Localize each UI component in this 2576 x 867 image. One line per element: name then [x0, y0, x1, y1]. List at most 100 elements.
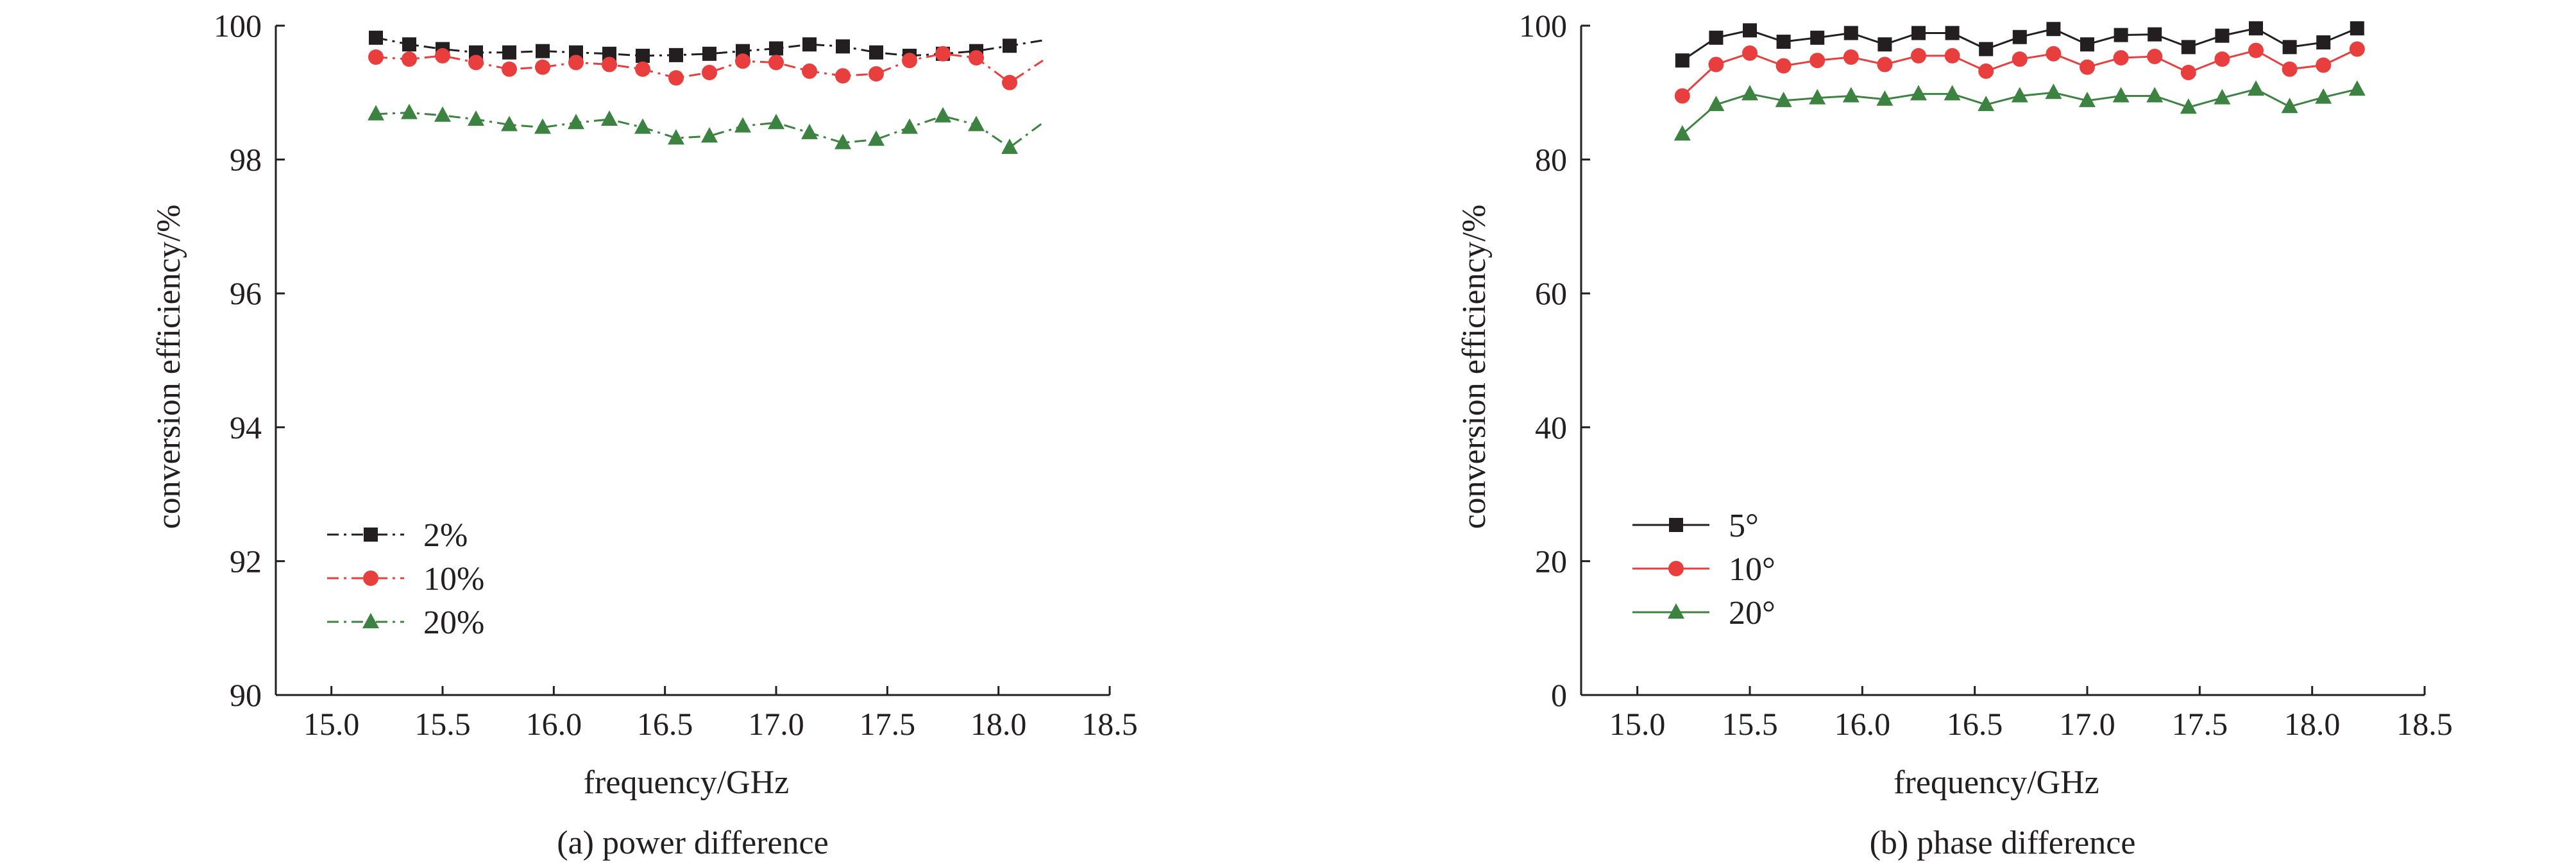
data-point: [1742, 45, 1758, 61]
y-axis-label: conversion efficiency/%: [151, 205, 187, 529]
chart-caption: (a) power difference: [557, 825, 828, 861]
x-tick-label: 16.0: [526, 706, 582, 742]
data-point: [2146, 87, 2164, 103]
data-point: [402, 37, 416, 52]
data-point: [369, 30, 383, 45]
data-point: [2282, 61, 2298, 77]
data-point: [1003, 39, 1017, 53]
data-point: [668, 129, 684, 145]
data-point: [2350, 21, 2364, 36]
legend-label: 10%: [423, 561, 484, 597]
series-3: [368, 103, 1044, 154]
data-point: [535, 59, 550, 75]
series-1: [1675, 21, 2364, 68]
data-point: [468, 55, 484, 71]
x-tick-label: 17.0: [2059, 706, 2115, 742]
data-point: [702, 46, 716, 61]
y-tick-label: 100: [1519, 8, 1567, 44]
y-tick-label: 92: [230, 543, 262, 579]
y-tick-label: 100: [214, 8, 262, 44]
data-point: [1910, 85, 1927, 101]
data-point: [1776, 35, 1791, 49]
data-point: [402, 51, 417, 67]
y-tick-label: 94: [230, 409, 262, 445]
data-point: [368, 105, 384, 121]
data-point: [835, 133, 851, 150]
x-tick-label: 18.0: [970, 706, 1027, 742]
data-point: [2045, 83, 2062, 99]
data-point: [2215, 28, 2230, 43]
x-axis-label: frequency/GHz: [584, 764, 790, 801]
data-point: [1674, 124, 1691, 141]
series-3: [1674, 80, 2366, 141]
data-point: [769, 41, 783, 56]
data-point: [534, 118, 551, 134]
data-point: [1809, 53, 1826, 69]
data-point: [2147, 48, 2163, 64]
data-point: [602, 46, 616, 61]
data-point: [1877, 37, 1892, 52]
chart-panel-1: 15.0 15.5 16.0 16.5 17.0 17.5 18.0 18.5 90 92 94 96…: [151, 8, 1138, 861]
legend-marker: [362, 613, 379, 628]
data-point: [2248, 42, 2264, 58]
data-point: [1810, 30, 1825, 45]
data-point: [2316, 35, 2331, 50]
data-point: [1709, 30, 1724, 45]
data-point: [635, 61, 650, 77]
data-point: [802, 63, 817, 79]
data-point: [801, 123, 818, 139]
data-point: [935, 46, 951, 62]
x-tick-label: 15.0: [303, 706, 360, 742]
data-point: [2214, 51, 2230, 67]
legend-marker: [363, 571, 378, 586]
y-tick-label: 80: [1535, 142, 1567, 178]
data-point: [2114, 28, 2128, 42]
data-point: [634, 118, 651, 134]
data-point: [2011, 87, 2028, 103]
x-tick-label: 16.5: [637, 706, 693, 742]
data-point: [501, 116, 518, 132]
data-point: [869, 66, 884, 82]
data-point: [969, 50, 984, 66]
x-axis-label: frequency/GHz: [1894, 764, 2099, 801]
x-tick-label: 15.0: [1609, 706, 1666, 742]
series-line: [375, 112, 1044, 149]
data-point: [1876, 90, 1894, 106]
data-point: [1911, 26, 1926, 40]
y-tick-label: 90: [230, 677, 262, 713]
data-point: [1775, 58, 1792, 74]
data-point: [735, 53, 750, 69]
data-point: [768, 55, 784, 71]
data-point: [702, 65, 717, 81]
data-point: [2349, 41, 2365, 57]
data-point: [568, 55, 584, 71]
data-point: [1001, 138, 1018, 154]
legend-label: 10°: [1729, 551, 1775, 588]
data-point: [2348, 80, 2366, 96]
data-point: [1978, 96, 1995, 112]
y-axis-label: conversion efficiency/%: [1456, 205, 1493, 529]
data-point: [935, 107, 951, 123]
x-tick-label: 18.5: [1081, 706, 1138, 742]
data-point: [1843, 49, 1859, 65]
data-point: [2148, 27, 2162, 42]
x-tick-label: 17.5: [860, 706, 916, 742]
data-point: [1674, 88, 1690, 104]
data-point: [768, 114, 784, 130]
data-point: [2046, 22, 2061, 37]
legend-label: 20°: [1729, 595, 1775, 631]
legend-marker: [1669, 518, 1683, 532]
data-point: [968, 116, 985, 132]
data-point: [835, 68, 851, 84]
data-point: [2180, 98, 2197, 114]
data-point: [836, 39, 850, 54]
legend-marker: [1668, 603, 1684, 619]
data-point: [601, 110, 618, 126]
data-point: [568, 114, 584, 130]
data-point: [2046, 46, 2062, 62]
x-tick-label: 16.0: [1835, 706, 1891, 742]
x-tick-label: 17.5: [2172, 706, 2228, 742]
data-point: [1775, 91, 1792, 107]
y-tick-label: 20: [1535, 543, 1567, 579]
data-point: [668, 70, 684, 86]
